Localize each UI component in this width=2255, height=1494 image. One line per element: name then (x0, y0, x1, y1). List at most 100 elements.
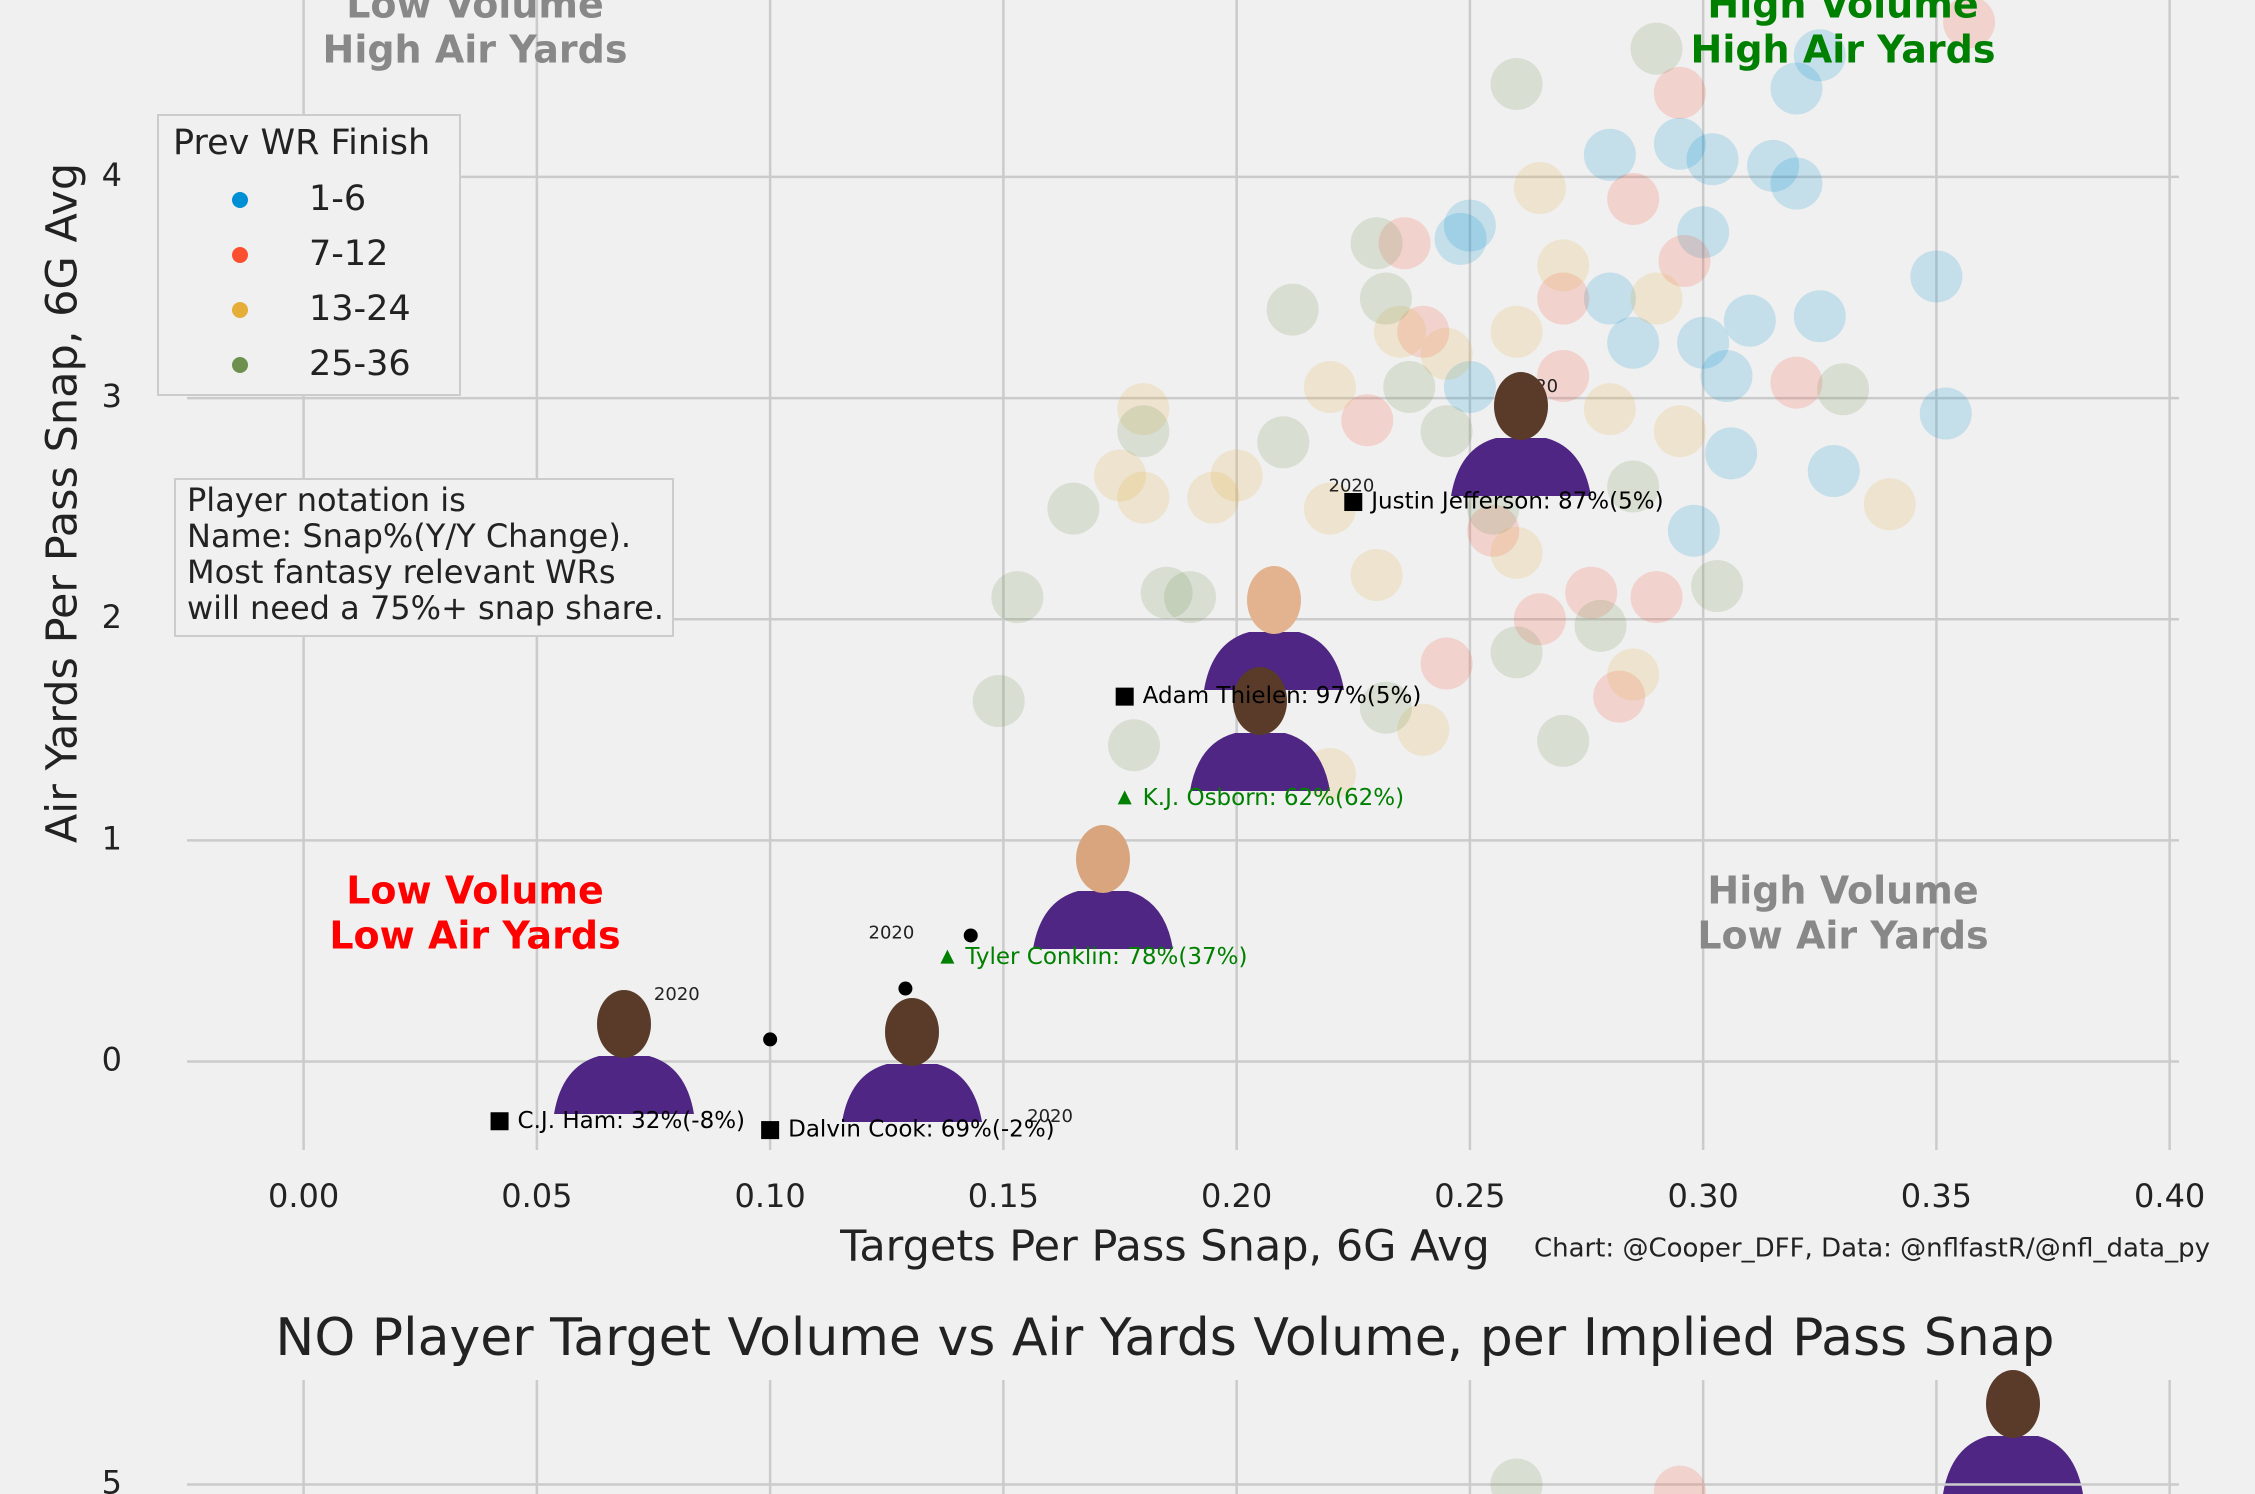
bubble (1686, 133, 1739, 186)
bubble (1467, 504, 1520, 557)
legend-label: 13-24 (309, 289, 411, 329)
bubble (1094, 449, 1147, 502)
bubble (1210, 449, 1263, 502)
bubble (1420, 327, 1473, 380)
player-marker (490, 1112, 509, 1131)
bubble (1397, 703, 1450, 756)
x-tick-label: 0.15 (968, 1177, 1039, 1215)
bubble (1807, 445, 1860, 498)
bubble (1677, 206, 1730, 259)
head (885, 998, 939, 1066)
bubble (1770, 356, 1823, 409)
note-line: Player notation is (187, 481, 466, 519)
year-annotation: 2020 (1027, 1106, 1073, 1127)
bubble (1108, 719, 1161, 772)
player-label: Justin Jefferson: 87%(5%) (1369, 489, 1663, 515)
y-tick-label: 0 (102, 1041, 122, 1079)
y-tick-label: 4 (102, 156, 122, 194)
bubble (1434, 212, 1487, 265)
x-tick-label: 0.40 (2134, 1177, 2205, 1215)
bubble (1817, 363, 1870, 416)
head (597, 990, 651, 1058)
bubble (1770, 157, 1823, 210)
bubble (1747, 139, 1800, 192)
y-axis-label: Air Yards Per Pass Snap, 6G Avg (38, 163, 88, 843)
bubble (1653, 66, 1706, 119)
player-label: C.J. Ham: 32%(-8%) (518, 1108, 745, 1134)
head (1233, 667, 1287, 735)
bubble (1513, 593, 1566, 646)
prev-point (763, 1032, 778, 1047)
quadrant-label: Low Volume (346, 869, 604, 913)
headshot (554, 990, 694, 1114)
bubble (1723, 294, 1776, 347)
quadrant-label: Low Air Yards (329, 914, 620, 958)
bubble (1359, 681, 1412, 734)
legend-marker (232, 192, 248, 208)
x-axis-label: Targets Per Pass Snap, 6G Avg (839, 1222, 1490, 1272)
head (1247, 566, 1301, 634)
player-label: Dalvin Cook: 69%(-2%) (788, 1117, 1055, 1143)
player-marker (761, 1121, 780, 1140)
player-marker (1117, 790, 1132, 805)
head (1986, 1370, 2040, 1438)
bubble (1677, 316, 1730, 369)
bubble (1117, 383, 1170, 436)
bubble (1117, 405, 1170, 458)
player-marker (1344, 493, 1363, 512)
bubble (1359, 272, 1412, 325)
quadrant-label: High Volume (1707, 869, 1978, 913)
bubble (1490, 1458, 1543, 1494)
legend-label: 25-36 (309, 344, 411, 384)
y-tick-label: 3 (102, 377, 122, 415)
bubble (1607, 648, 1660, 701)
headshot (1190, 667, 1330, 791)
player-label: Adam Thielen: 97%(5%) (1143, 683, 1422, 709)
bubble (1770, 62, 1823, 115)
bubble (1537, 349, 1590, 402)
legend-box (157, 114, 461, 396)
jersey (1204, 632, 1344, 690)
bubble (1607, 173, 1660, 226)
bubble (1658, 234, 1711, 287)
x-tick-label: 0.10 (735, 1177, 806, 1215)
bubble (1303, 361, 1356, 414)
note-line: Most fantasy relevant WRs (187, 553, 615, 591)
bubble (1378, 217, 1431, 270)
bubble (1383, 361, 1436, 414)
bubble (1373, 305, 1426, 358)
bubble (1117, 471, 1170, 524)
x-tick-label: 0.25 (1434, 1177, 1505, 1215)
headshot (842, 998, 982, 1122)
legend-label: 1-6 (309, 179, 366, 219)
bubble (1163, 571, 1216, 624)
jersey (1451, 438, 1591, 496)
bubble (1667, 504, 1720, 557)
legend-marker (232, 357, 248, 373)
bubble (1574, 599, 1627, 652)
player-label: Tyler Conklin: 78%(37%) (964, 944, 1247, 970)
year-annotation: 2020 (1329, 476, 1375, 497)
bubble (1257, 416, 1310, 469)
jersey (1033, 891, 1173, 949)
bubble (1420, 637, 1473, 690)
quadrant-label: Low Volume (346, 0, 604, 27)
legend-label: 7-12 (309, 234, 388, 274)
bubble (1350, 217, 1403, 270)
bubble (1490, 305, 1543, 358)
note-line: Name: Snap%(Y/Y Change). (187, 517, 631, 555)
bubble (1705, 427, 1758, 480)
quadrant-label: High Air Yards (323, 28, 628, 72)
head (1076, 825, 1130, 893)
y-tick-label: 1 (102, 819, 122, 857)
bubble (1653, 405, 1706, 458)
bubble (1047, 482, 1100, 535)
bubble (1630, 272, 1683, 325)
bubble (1653, 117, 1706, 170)
jersey (1943, 1436, 2083, 1494)
quadrant-label: High Air Yards (1691, 28, 1996, 72)
bubble (1607, 316, 1660, 369)
bubble (1583, 383, 1636, 436)
bubble (1565, 566, 1618, 619)
